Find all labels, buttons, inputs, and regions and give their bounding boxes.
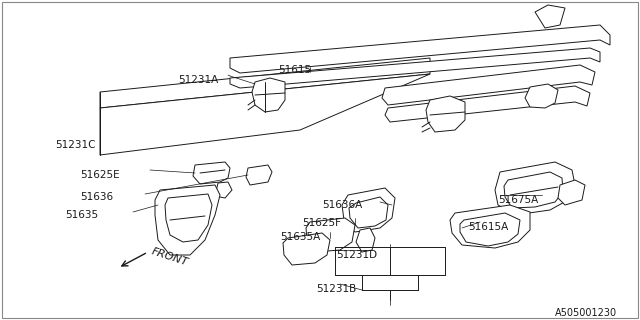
Polygon shape: [230, 48, 600, 88]
Polygon shape: [155, 185, 220, 255]
Polygon shape: [306, 218, 355, 252]
Text: 51635A: 51635A: [280, 232, 320, 242]
Text: 51231A: 51231A: [178, 75, 218, 85]
Text: 51636A: 51636A: [322, 200, 362, 210]
Polygon shape: [450, 205, 530, 248]
Text: 51625F: 51625F: [302, 218, 341, 228]
Polygon shape: [283, 233, 330, 265]
Text: 51231B: 51231B: [316, 284, 356, 294]
Text: 51625E: 51625E: [80, 170, 120, 180]
Polygon shape: [356, 228, 375, 252]
Text: 51615: 51615: [278, 65, 311, 75]
Polygon shape: [382, 65, 595, 105]
Polygon shape: [342, 188, 395, 232]
Polygon shape: [246, 165, 272, 185]
Polygon shape: [385, 86, 590, 122]
Polygon shape: [495, 162, 575, 215]
Polygon shape: [252, 78, 285, 112]
Text: 51615A: 51615A: [468, 222, 508, 232]
Polygon shape: [535, 5, 565, 28]
Polygon shape: [100, 74, 430, 155]
Polygon shape: [426, 96, 465, 132]
Polygon shape: [525, 84, 558, 108]
Text: FRONT: FRONT: [150, 246, 189, 267]
Text: 51231D: 51231D: [336, 250, 377, 260]
Polygon shape: [193, 162, 230, 184]
Text: A505001230: A505001230: [555, 308, 617, 318]
Polygon shape: [230, 25, 610, 73]
Polygon shape: [504, 172, 563, 208]
Polygon shape: [100, 58, 430, 108]
Text: 51231C: 51231C: [55, 140, 95, 150]
Polygon shape: [558, 180, 585, 205]
Text: 51636: 51636: [80, 192, 113, 202]
Polygon shape: [165, 194, 212, 242]
Polygon shape: [215, 182, 232, 198]
Polygon shape: [349, 197, 388, 228]
Polygon shape: [460, 213, 520, 246]
Text: 51635: 51635: [65, 210, 98, 220]
Text: 51675A: 51675A: [498, 195, 538, 205]
